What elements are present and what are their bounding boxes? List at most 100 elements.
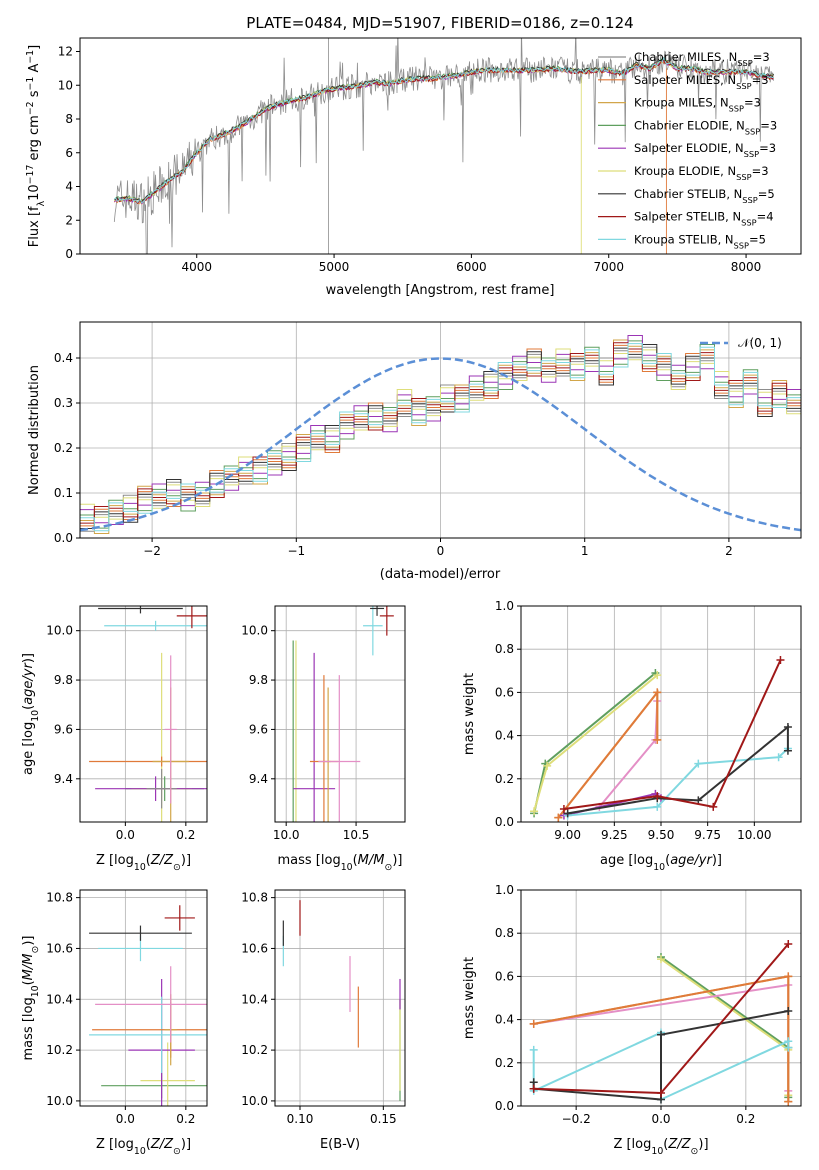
weight-marker — [530, 807, 539, 816]
x-tick-label: 0.0 — [651, 1112, 670, 1126]
weight-marker — [783, 746, 792, 755]
x-tick-label: 9.50 — [648, 828, 675, 842]
weight-marker — [653, 671, 662, 680]
y-axis-label: age [log10(age/yr)] — [21, 653, 41, 775]
y-tick-label: 10.6 — [241, 941, 268, 955]
x-tick-label: 5000 — [319, 260, 350, 274]
weight-marker — [657, 1089, 665, 1098]
y-tick-label: 10.0 — [46, 1094, 73, 1108]
y-tick-label: 9.6 — [249, 722, 268, 736]
weight-lines — [530, 656, 792, 822]
weight-marker — [543, 761, 552, 770]
y-tick-label: 0.2 — [54, 441, 73, 455]
weight-marker — [783, 722, 792, 731]
histogram-step-line — [80, 335, 801, 525]
x-tick-label: 9.25 — [601, 828, 628, 842]
histogram-step-line — [80, 344, 801, 529]
axes-frame — [274, 889, 406, 1107]
y-tick-label: 9.4 — [54, 772, 73, 786]
legend-label: Chabrier ELODIE, NSSP=3 — [634, 118, 777, 136]
mass-vs-metallicity-panel: 0.0 0.2 10.0 10.2 10.4 10.6 10.8 Z [log10(Z/Z⊙)… — [21, 889, 208, 1157]
x-tick-label: 0.0 — [116, 1112, 135, 1126]
legend-label: Chabrier STELIB, NSSP=5 — [634, 187, 775, 205]
y-tick-label: 10 — [58, 78, 73, 92]
x-tick-label: 0.2 — [736, 1112, 755, 1126]
weight-lines — [529, 940, 793, 1106]
x-tick-label: 0.15 — [370, 1112, 397, 1126]
y-axis-label: Flux [fλ10−17 erg cm−2 s−1 A−1] — [25, 45, 47, 247]
weight-marker — [559, 805, 568, 814]
weight-marker — [653, 792, 662, 801]
x-tick-label: 6000 — [456, 260, 487, 274]
y-tick-label: 9.8 — [249, 673, 268, 687]
x-axis-label: Z [log10(Z/Z⊙)] — [613, 1137, 708, 1157]
y-axis-label: Normed distribution — [27, 365, 42, 495]
weight-marker — [529, 1045, 538, 1054]
x-tick-label: 4000 — [181, 260, 212, 274]
y-tick-label: 10.8 — [46, 891, 73, 905]
y-tick-label: 6 — [65, 146, 73, 160]
x-axis-label: (data-model)/error — [380, 567, 501, 582]
axes-frame — [520, 605, 802, 823]
x-axis-label: wavelength [Angstrom, rest frame] — [326, 283, 555, 298]
weight-line — [533, 674, 658, 812]
weight-marker — [784, 1006, 793, 1015]
weight-marker — [709, 802, 718, 811]
y-axis-label: mass weight — [462, 673, 477, 755]
histogram-step-line — [80, 348, 801, 520]
weight-marker — [657, 955, 665, 964]
x-tick-label: 0.10 — [287, 1112, 314, 1126]
gaussian-curve — [80, 357, 801, 532]
weight-marker — [653, 735, 662, 744]
y-tick-label: 0.2 — [495, 772, 514, 786]
mass-vs-ebv-panel: 0.10 0.15 10.0 10.2 10.4 10.6 10.8 E(B-V) — [241, 889, 406, 1152]
histograms — [80, 335, 801, 534]
y-tick-label: 10.2 — [241, 1043, 268, 1057]
y-tick-label: 8 — [65, 112, 73, 126]
model-spectrum-line — [113, 56, 774, 204]
axes-frame — [79, 605, 208, 823]
spectrum-panel: 4000 5000 6000 7000 8000 0 2 4 6 8 10 12 wavelength … — [25, 37, 802, 298]
residual-histogram-panel: −2 −1 0 1 2 0.0 0.1 0.2 0.3 0.4 (data-model)/error… — [27, 321, 802, 582]
y-tick-label: 10.2 — [46, 1043, 73, 1057]
weight-marker — [653, 802, 662, 811]
y-tick-label: 12 — [58, 45, 73, 59]
weight-line — [660, 956, 790, 1098]
weight-marker — [563, 809, 572, 818]
x-axis-label: Z [log10(Z/Z⊙)] — [96, 1137, 191, 1157]
y-tick-label: 10.0 — [46, 624, 73, 638]
x-tick-label: −2 — [143, 544, 161, 558]
axes-frame — [520, 889, 802, 1107]
y-tick-label: 1.0 — [495, 599, 514, 613]
y-tick-label: 0.2 — [495, 1056, 514, 1070]
weight-marker — [529, 1019, 538, 1028]
axes-frame — [79, 889, 208, 1107]
x-tick-label: 0 — [437, 544, 445, 558]
x-tick-label: 9.00 — [554, 828, 581, 842]
x-tick-label: 2 — [725, 544, 733, 558]
histogram-step-line — [80, 339, 801, 534]
x-tick-label: 10.0 — [273, 828, 300, 842]
x-tick-label: −1 — [287, 544, 305, 558]
y-tick-label: 9.6 — [54, 722, 73, 736]
age-vs-metallicity-panel: 0.0 0.2 9.4 9.6 9.8 10.0 Z [log10(Z/Z⊙)] age [l… — [21, 605, 208, 873]
x-tick-label: 0.2 — [176, 828, 195, 842]
histogram-step-line — [80, 346, 801, 532]
y-tick-label: 0.4 — [495, 729, 514, 743]
y-tick-label: 0.1 — [54, 486, 73, 500]
x-tick-label: 1 — [581, 544, 589, 558]
x-axis-label: Z [log10(Z/Z⊙)] — [96, 853, 191, 873]
age-vs-mass-panel: 10.0 10.5 9.4 9.6 9.8 10.0 mass [log10(M/M⊙)] — [241, 605, 406, 873]
weight-marker — [653, 688, 662, 697]
weight-marker — [657, 1030, 665, 1039]
weight-line — [563, 659, 782, 810]
y-tick-label: 10.4 — [241, 992, 268, 1006]
y-axis-label: mass [log10(M/M⊙)] — [21, 936, 41, 1061]
y-tick-label: 0 — [65, 247, 73, 261]
x-tick-label: 7000 — [593, 260, 624, 274]
legend-label: Kroupa MILES, NSSP=3 — [634, 96, 761, 114]
errorbars — [89, 905, 207, 1106]
spectrum-lines — [113, 38, 774, 254]
figure-title: PLATE=0484, MJD=51907, FIBERID=0186, z=0… — [246, 14, 633, 32]
